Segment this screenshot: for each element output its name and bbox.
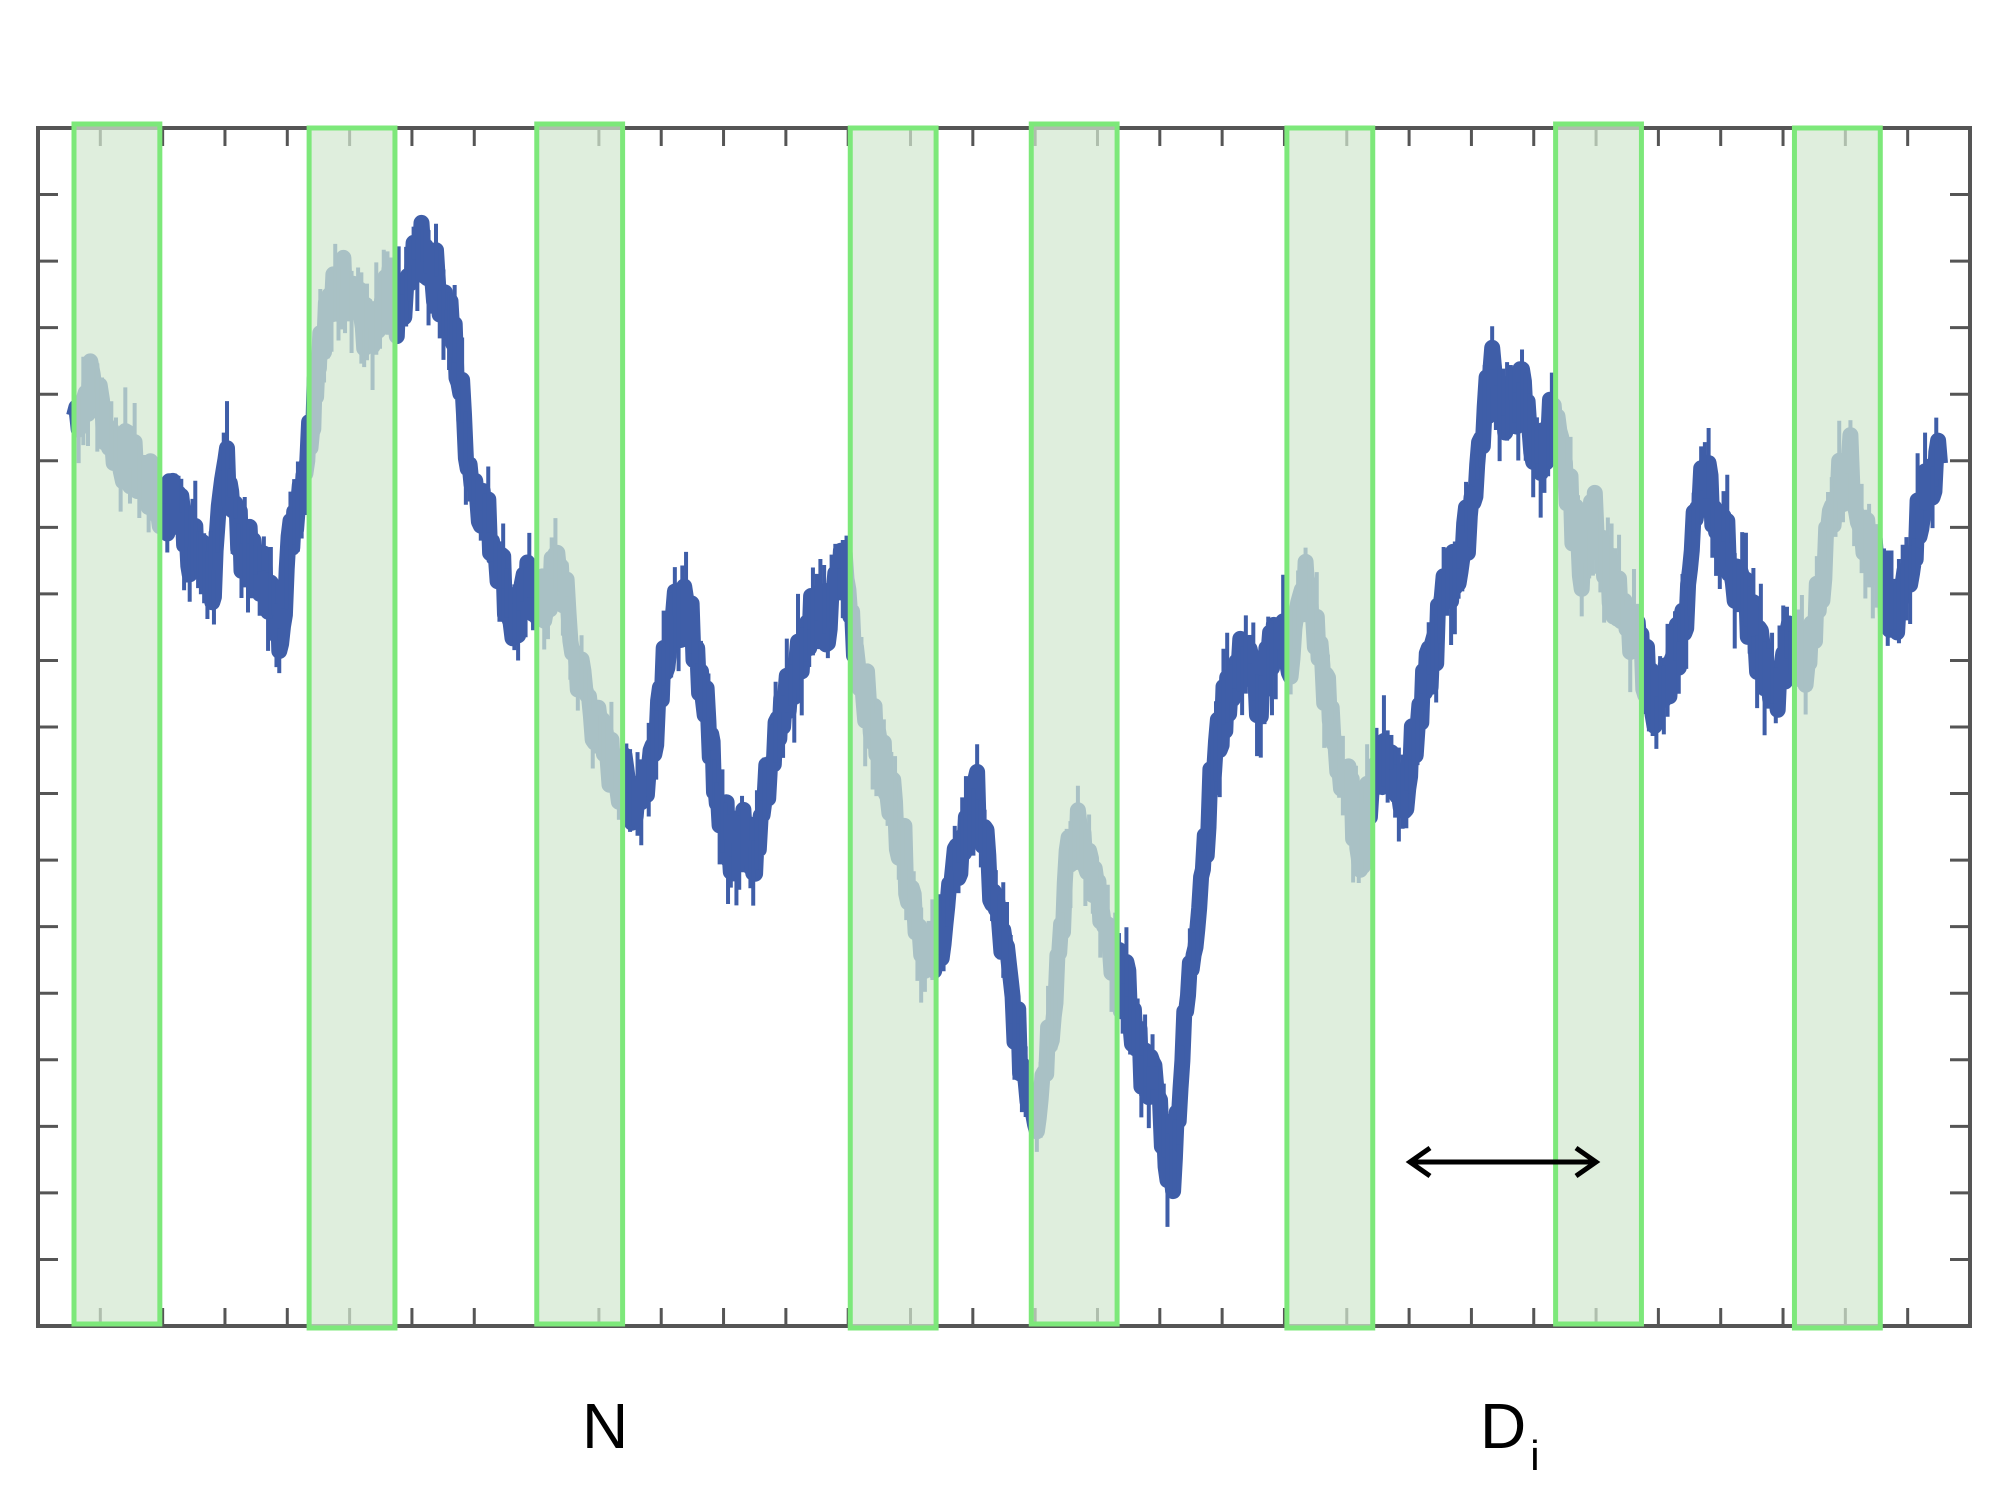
highlight-window-6 (1284, 125, 1376, 1331)
annotation-n: N (582, 1390, 628, 1462)
highlight-window-7 (1553, 121, 1644, 1327)
distance-arrow (1405, 1145, 1601, 1179)
highlight-window-5 (1028, 121, 1120, 1327)
annotation-di-main: D (1480, 1390, 1526, 1462)
highlight-window-2 (306, 125, 398, 1331)
highlight-windows (71, 121, 1883, 1331)
annotation-di-subscript: i (1530, 1432, 1539, 1479)
highlight-window-4 (847, 125, 939, 1331)
annotation-di: D i (1480, 1390, 1540, 1479)
highlight-window-1 (71, 121, 163, 1327)
highlight-window-3 (534, 121, 626, 1327)
highlight-window-8 (1791, 125, 1883, 1331)
